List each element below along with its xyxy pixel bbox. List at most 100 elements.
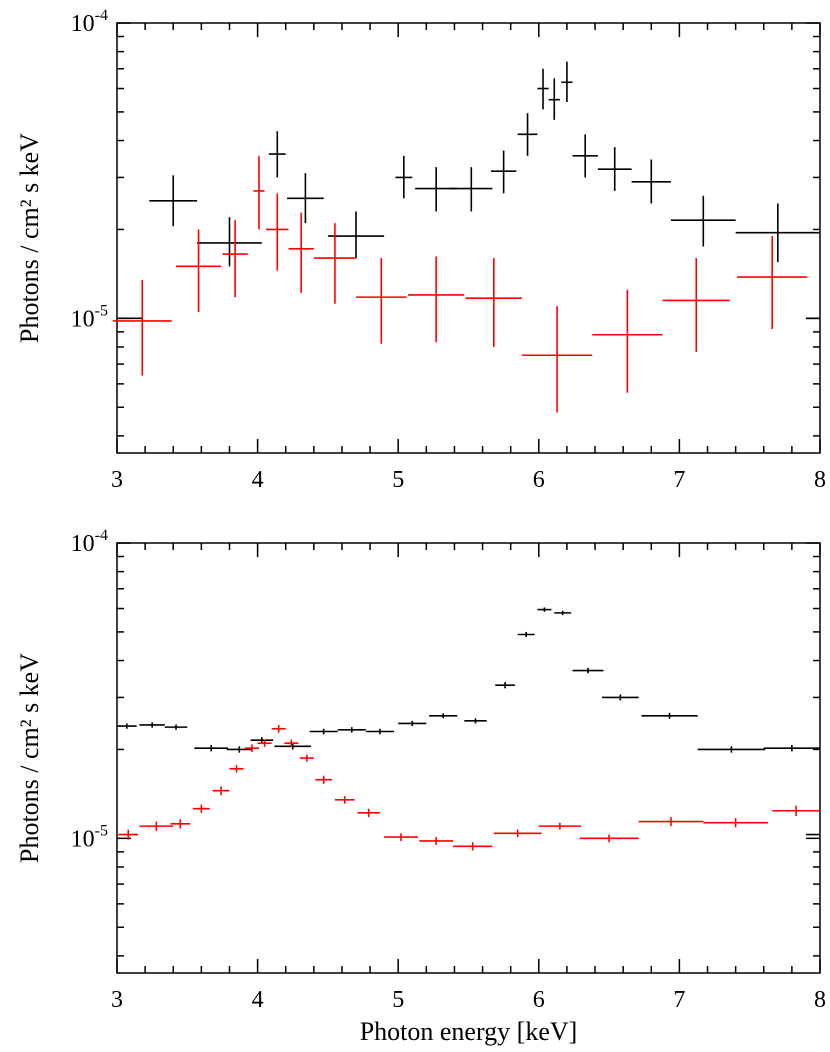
data-point-red xyxy=(334,796,355,804)
data-point-red xyxy=(212,786,230,796)
y-tick-base: 10 xyxy=(71,306,95,332)
y-axis-title: Photons / cm² s keV xyxy=(15,133,44,343)
data-point-black xyxy=(517,631,535,638)
data-point-red xyxy=(493,829,542,838)
y-tick-label: 10-5 xyxy=(71,302,108,332)
data-point-red xyxy=(419,837,454,845)
data-point-red xyxy=(192,804,210,813)
data-point-black xyxy=(450,167,493,212)
data-point-black xyxy=(537,607,552,612)
y-tick-label: 10-4 xyxy=(71,527,108,557)
data-point-black xyxy=(548,78,560,120)
data-point-black xyxy=(537,68,549,110)
series-red xyxy=(118,724,820,851)
data-point-black xyxy=(554,610,572,616)
data-point-black xyxy=(139,722,165,728)
data-point-red xyxy=(266,193,289,271)
x-tick-label: 6 xyxy=(533,987,545,1013)
data-point-black xyxy=(197,217,262,267)
data-point-black xyxy=(327,211,385,259)
y-tick-exponent: -5 xyxy=(95,822,108,839)
y-tick-exponent: -4 xyxy=(95,527,108,544)
data-point-red xyxy=(271,724,286,733)
x-tick-label: 8 xyxy=(814,467,826,493)
y-tick-base: 10 xyxy=(71,531,95,557)
y-tick-base: 10 xyxy=(71,11,95,37)
data-point-red xyxy=(170,819,191,829)
data-point-black xyxy=(631,159,671,204)
data-point-black xyxy=(490,150,517,194)
data-point-red xyxy=(592,289,663,393)
plot-frame xyxy=(116,542,821,974)
data-point-black xyxy=(337,727,366,733)
data-point-black xyxy=(641,712,698,719)
data-point-black xyxy=(597,147,632,191)
data-point-red xyxy=(408,256,465,343)
x-tick-label: 4 xyxy=(252,467,264,493)
data-point-red xyxy=(453,842,493,851)
data-point-black xyxy=(495,682,515,689)
data-point-black xyxy=(429,713,458,719)
data-point-black xyxy=(250,737,274,744)
data-point-black xyxy=(464,718,487,724)
data-point-red xyxy=(315,775,333,784)
data-point-black xyxy=(149,175,198,227)
data-point-red xyxy=(538,822,581,830)
data-point-red xyxy=(356,258,407,344)
data-point-black xyxy=(561,61,573,103)
data-point-red xyxy=(284,739,299,747)
data-point-red xyxy=(313,223,357,304)
data-point-red xyxy=(299,754,314,762)
data-point-red xyxy=(465,258,522,347)
data-point-red xyxy=(176,229,222,313)
data-point-red xyxy=(253,155,265,230)
x-axis-title: Photon energy [keV] xyxy=(360,1017,578,1046)
data-point-black xyxy=(697,746,766,753)
x-tick-label: 3 xyxy=(111,467,123,493)
y-tick-label: 10-4 xyxy=(71,7,108,37)
x-tick-label: 4 xyxy=(252,987,264,1013)
y-tick-base: 10 xyxy=(71,826,95,852)
x-tick-label: 5 xyxy=(392,467,404,493)
data-point-red xyxy=(139,821,174,831)
data-point-red xyxy=(737,236,808,330)
data-point-black xyxy=(117,723,137,729)
data-point-black xyxy=(398,720,427,727)
data-point-black xyxy=(164,724,188,730)
data-point-black xyxy=(226,746,252,753)
x-tick-label: 6 xyxy=(533,467,545,493)
data-point-red xyxy=(662,258,731,352)
data-point-red xyxy=(579,834,639,843)
y-tick-label: 10-5 xyxy=(71,822,108,852)
data-point-black xyxy=(274,743,312,750)
y-tick-exponent: -5 xyxy=(95,302,108,319)
data-point-black xyxy=(572,667,604,674)
data-point-black xyxy=(309,728,338,735)
data-point-black xyxy=(395,155,413,199)
x-tick-label: 3 xyxy=(111,987,123,1013)
series-black xyxy=(117,607,820,836)
x-tick-label: 7 xyxy=(673,467,685,493)
plot-frame xyxy=(116,22,821,454)
data-point-black xyxy=(194,745,229,752)
data-point-black xyxy=(763,745,820,752)
data-point-black xyxy=(572,134,598,178)
data-point-black xyxy=(517,113,538,156)
data-point-red xyxy=(229,765,244,773)
x-tick-label: 7 xyxy=(673,987,685,1013)
data-point-red xyxy=(222,220,248,298)
data-point-black xyxy=(735,203,820,263)
data-point-red xyxy=(638,817,704,827)
data-point-red xyxy=(521,306,593,413)
data-point-red xyxy=(288,212,314,293)
data-point-red xyxy=(257,739,272,747)
data-point-red xyxy=(357,808,380,818)
y-axis-title: Photons / cm² s keV xyxy=(15,653,44,863)
data-point-red xyxy=(112,279,172,376)
data-point-red xyxy=(772,805,820,817)
y-tick-exponent: -4 xyxy=(95,7,108,24)
data-point-black xyxy=(365,728,394,735)
